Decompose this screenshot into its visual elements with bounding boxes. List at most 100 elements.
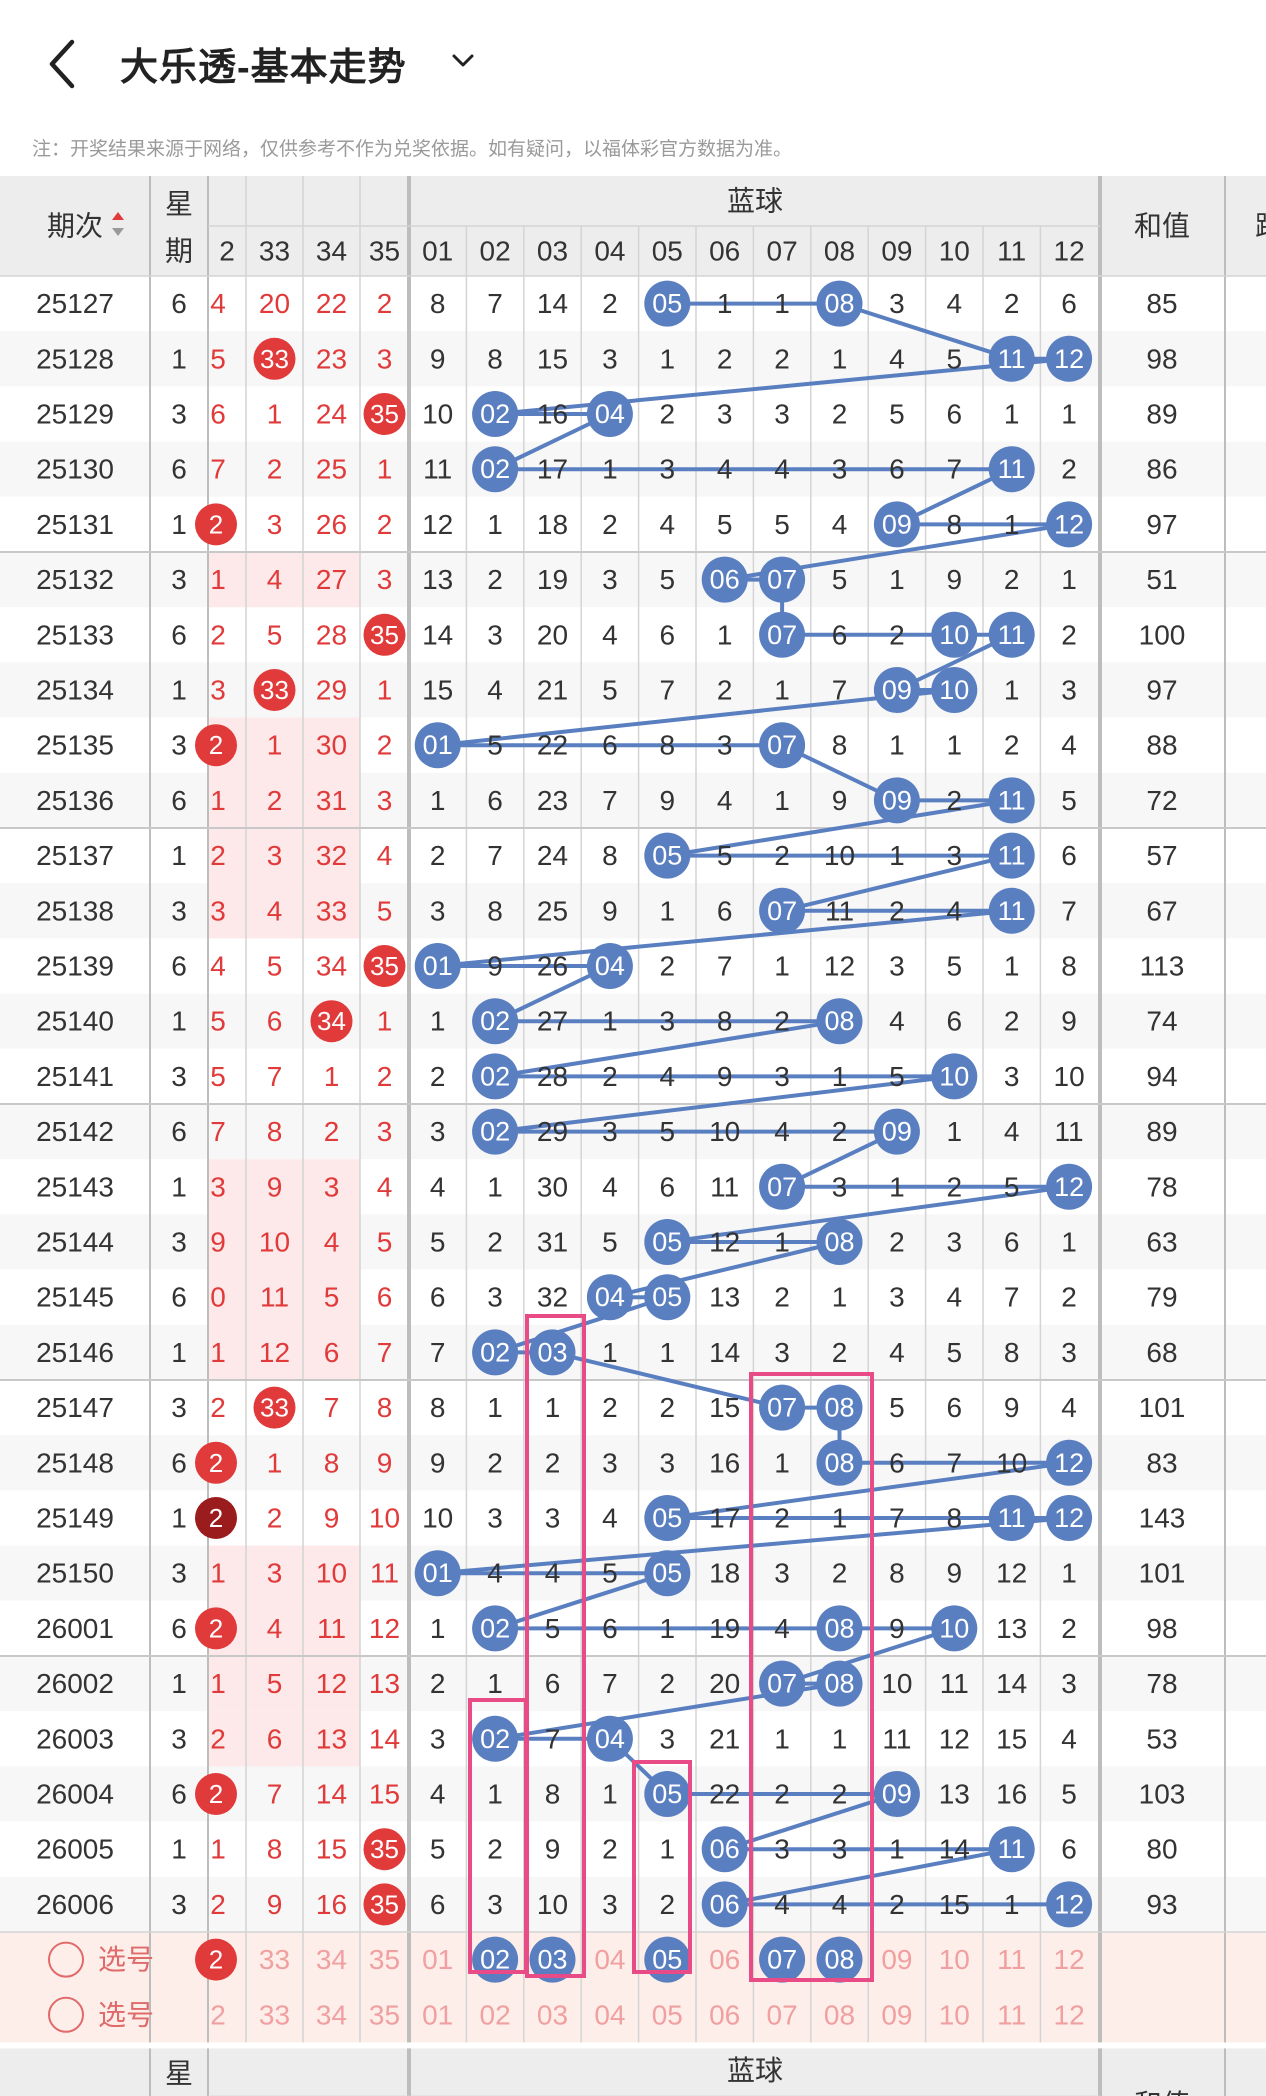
- blue-ball[interactable]: [759, 1163, 806, 1210]
- select-blue-number[interactable]: 08: [824, 1945, 854, 1975]
- blue-ball[interactable]: [644, 1274, 691, 1321]
- select-blue-number[interactable]: 10: [939, 1999, 970, 2030]
- select-blue-number[interactable]: 01: [422, 1944, 453, 1975]
- trend-chart-table[interactable]: 期次星期蓝球和值跨2333435010203040506070809101112…: [0, 176, 1266, 2096]
- red-ball[interactable]: [195, 1497, 237, 1539]
- blue-ball[interactable]: [701, 1881, 748, 1928]
- blue-ball[interactable]: [931, 611, 978, 658]
- select-blue-number[interactable]: 09: [881, 1944, 912, 1975]
- blue-ball[interactable]: [414, 943, 461, 989]
- blue-ball[interactable]: [988, 446, 1035, 493]
- selected-blue-ball[interactable]: [816, 1936, 863, 1983]
- select-blue-number[interactable]: 01: [422, 1999, 453, 2030]
- select-blue-number[interactable]: 05: [652, 1999, 683, 2030]
- select-red-number[interactable]: 33: [259, 1999, 290, 2030]
- blue-ball[interactable]: [414, 1550, 461, 1597]
- blue-ball[interactable]: [816, 1660, 863, 1707]
- blue-ball[interactable]: [472, 1108, 519, 1155]
- back-arrow-icon[interactable]: [42, 34, 82, 94]
- select-red-number[interactable]: 35: [369, 1944, 400, 1975]
- blue-ball[interactable]: [472, 1715, 519, 1762]
- blue-ball[interactable]: [586, 1274, 633, 1321]
- blue-ball[interactable]: [988, 832, 1035, 879]
- blue-ball[interactable]: [1046, 501, 1093, 548]
- select-blue-number[interactable]: 02: [480, 1999, 511, 2030]
- select-red-number[interactable]: 2: [210, 1999, 226, 2030]
- blue-ball[interactable]: [759, 887, 806, 934]
- blue-ball[interactable]: [701, 556, 748, 603]
- select-blue-number[interactable]: 07: [767, 1945, 797, 1975]
- select-blue-number[interactable]: 12: [1054, 1944, 1085, 1975]
- blue-ball[interactable]: [816, 280, 863, 327]
- blue-ball[interactable]: [472, 1605, 519, 1652]
- blue-ball[interactable]: [759, 611, 806, 658]
- blue-ball[interactable]: [644, 1495, 691, 1541]
- select-blue-number[interactable]: 04: [594, 1999, 625, 2030]
- blue-ball[interactable]: [1046, 1495, 1093, 1541]
- select-radio[interactable]: [48, 1941, 84, 1978]
- red-ball[interactable]: [363, 393, 406, 435]
- blue-ball[interactable]: [586, 391, 633, 437]
- select-blue-number[interactable]: 09: [881, 1999, 912, 2030]
- select-radio[interactable]: [48, 1996, 84, 2033]
- blue-ball[interactable]: [816, 1384, 863, 1431]
- blue-ball[interactable]: [988, 887, 1035, 934]
- blue-ball[interactable]: [816, 1219, 863, 1265]
- select-blue-number[interactable]: 03: [537, 1999, 568, 2030]
- select-blue-number[interactable]: 11: [997, 1999, 1026, 2030]
- blue-ball[interactable]: [931, 667, 978, 713]
- blue-ball[interactable]: [873, 1771, 920, 1817]
- red-ball[interactable]: [253, 669, 296, 711]
- blue-ball[interactable]: [988, 611, 1035, 658]
- blue-ball[interactable]: [472, 446, 519, 493]
- select-blue-number[interactable]: 04: [594, 1944, 625, 1975]
- red-ball[interactable]: [363, 1828, 406, 1871]
- blue-ball[interactable]: [988, 1826, 1035, 1873]
- blue-ball[interactable]: [988, 335, 1035, 382]
- blue-ball[interactable]: [644, 1219, 691, 1265]
- select-blue-number[interactable]: 05: [652, 1945, 682, 1975]
- blue-ball[interactable]: [1046, 1439, 1093, 1486]
- blue-ball[interactable]: [873, 777, 920, 824]
- red-ball[interactable]: [195, 1938, 237, 1981]
- blue-ball[interactable]: [644, 1550, 691, 1597]
- blue-ball[interactable]: [644, 280, 691, 327]
- blue-ball[interactable]: [873, 501, 920, 548]
- blue-ball[interactable]: [586, 1715, 633, 1762]
- select-blue-number[interactable]: 10: [939, 1944, 970, 1975]
- blue-ball[interactable]: [931, 1605, 978, 1652]
- select-blue-number[interactable]: 11: [997, 1944, 1026, 1975]
- select-blue-number[interactable]: 03: [537, 1945, 567, 1975]
- select-blue-number[interactable]: 12: [1054, 1999, 1085, 2030]
- blue-ball[interactable]: [644, 1771, 691, 1817]
- select-blue-number[interactable]: 07: [767, 1999, 798, 2030]
- select-label[interactable]: 选号: [98, 1999, 154, 2030]
- sort-icon[interactable]: [112, 212, 124, 236]
- blue-ball[interactable]: [759, 722, 806, 769]
- red-ball[interactable]: [195, 1607, 237, 1650]
- select-red-number[interactable]: 2: [209, 1945, 223, 1975]
- select-blue-number[interactable]: 06: [709, 1944, 740, 1975]
- blue-ball[interactable]: [1046, 1163, 1093, 1210]
- blue-ball[interactable]: [759, 556, 806, 603]
- red-ball[interactable]: [195, 724, 237, 767]
- red-ball[interactable]: [195, 1441, 237, 1484]
- red-ball[interactable]: [363, 1883, 406, 1926]
- blue-ball[interactable]: [701, 1826, 748, 1873]
- red-ball[interactable]: [195, 503, 237, 546]
- blue-ball[interactable]: [472, 391, 519, 437]
- select-red-number[interactable]: 34: [316, 1944, 347, 1975]
- page-title[interactable]: 大乐透-基本走势: [120, 47, 407, 89]
- blue-ball[interactable]: [816, 998, 863, 1045]
- blue-ball[interactable]: [931, 1053, 978, 1100]
- red-ball[interactable]: [253, 337, 296, 380]
- chevron-down-icon[interactable]: [448, 46, 478, 76]
- blue-ball[interactable]: [472, 998, 519, 1045]
- column-header-issue[interactable]: 期次: [47, 211, 103, 242]
- blue-ball[interactable]: [472, 1053, 519, 1100]
- select-label[interactable]: 选号: [98, 1944, 154, 1975]
- red-ball[interactable]: [195, 1773, 237, 1815]
- selected-blue-ball[interactable]: [529, 1936, 576, 1983]
- select-blue-number[interactable]: 06: [709, 1999, 740, 2030]
- blue-ball[interactable]: [816, 1439, 863, 1486]
